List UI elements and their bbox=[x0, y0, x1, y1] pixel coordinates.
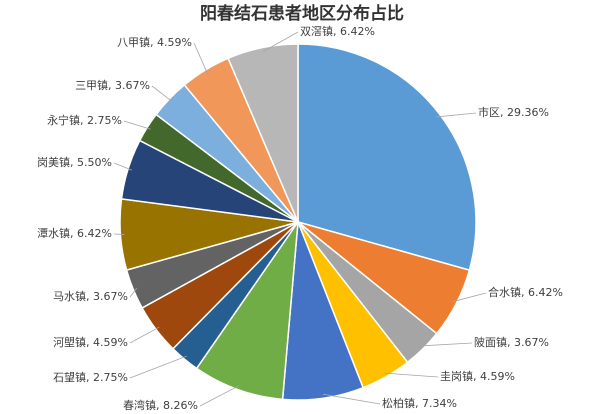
data-label: 合水镇, 6.42% bbox=[488, 285, 563, 299]
data-label: 永宁镇, 2.75% bbox=[47, 113, 122, 127]
leader-line bbox=[129, 287, 138, 298]
chart-title: 阳春结石患者地区分布占比 bbox=[200, 3, 404, 24]
leader-line bbox=[123, 120, 151, 130]
leader-line bbox=[129, 326, 160, 344]
data-label: 陂面镇, 3.67% bbox=[474, 335, 549, 349]
pie-slice bbox=[195, 219, 299, 401]
data-label: 市区, 29.36% bbox=[478, 105, 549, 119]
leader-line bbox=[151, 85, 173, 102]
data-label: 八甲镇, 4.59% bbox=[117, 35, 192, 49]
leader-line bbox=[436, 112, 477, 118]
leader-line bbox=[199, 385, 240, 407]
data-label: 三甲镇, 3.67% bbox=[75, 78, 150, 92]
data-label: 岗美镇, 5.50% bbox=[37, 155, 112, 169]
data-label: 河塱镇, 4.59% bbox=[53, 335, 128, 349]
data-label: 松柏镇, 7.34% bbox=[382, 396, 457, 410]
data-label: 圭岗镇, 4.59% bbox=[440, 369, 515, 383]
leader-line bbox=[129, 355, 188, 379]
leader-line bbox=[384, 372, 439, 378]
data-label: 春湾镇, 8.26% bbox=[123, 398, 198, 412]
leader-line bbox=[262, 31, 299, 52]
data-label: 双滘镇, 6.42% bbox=[300, 24, 375, 38]
pie-slice bbox=[227, 43, 299, 223]
data-label: 潭水镇, 6.42% bbox=[37, 226, 112, 240]
leader-line bbox=[420, 342, 473, 347]
leader-line bbox=[322, 393, 381, 405]
leader-line bbox=[193, 42, 208, 74]
pie-slice bbox=[297, 43, 477, 272]
leader-line bbox=[113, 162, 133, 171]
data-label: 石望镇, 2.75% bbox=[53, 370, 128, 384]
leader-line bbox=[452, 292, 487, 303]
data-label: 马水镇, 3.67% bbox=[53, 289, 128, 303]
